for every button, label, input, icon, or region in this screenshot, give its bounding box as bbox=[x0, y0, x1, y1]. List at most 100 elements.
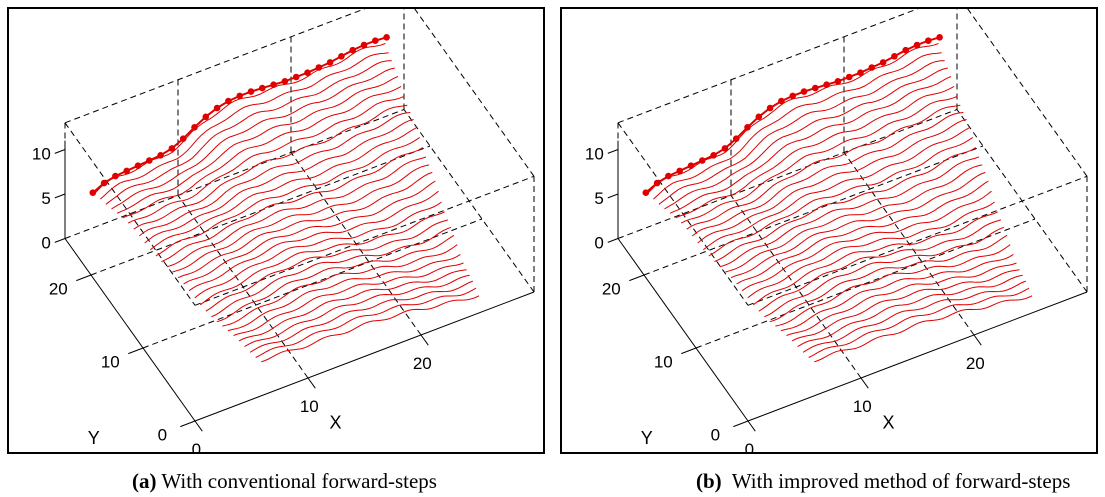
x-axis-line bbox=[194, 291, 535, 422]
box-gridline bbox=[617, 9, 919, 124]
box-gridline bbox=[695, 218, 1036, 349]
box-gridline bbox=[747, 175, 1088, 306]
caption-b: (b) With improved method of forward-step… bbox=[696, 469, 1070, 494]
ridge-point bbox=[338, 53, 345, 60]
ridge-point bbox=[823, 81, 830, 88]
ridge-point bbox=[202, 113, 210, 121]
surface-profile-line bbox=[238, 269, 467, 342]
x-tick-mark bbox=[973, 334, 982, 346]
surface-profile-line bbox=[188, 190, 439, 292]
surface-profile-line bbox=[675, 85, 955, 219]
ridge-point bbox=[744, 124, 751, 131]
z-tick-label: 0 bbox=[594, 233, 603, 252]
surface-profile-line bbox=[791, 269, 1020, 342]
caption-b-tag: (b) bbox=[696, 469, 722, 493]
surface-profile-line bbox=[227, 253, 461, 332]
y-tick-mark bbox=[76, 274, 92, 282]
surface-profile-line bbox=[786, 262, 1017, 336]
surface-profile-line bbox=[233, 262, 464, 336]
highlighted-profile bbox=[89, 34, 390, 196]
ridge-point bbox=[710, 152, 717, 159]
surface-profile-line bbox=[105, 60, 392, 205]
surface-profile-line bbox=[752, 211, 999, 306]
surface-profile-line bbox=[769, 234, 1008, 323]
surface-profile-line bbox=[808, 287, 1030, 358]
ridge-point bbox=[732, 135, 740, 142]
box-gridline bbox=[64, 122, 196, 306]
surface-profile-line bbox=[211, 226, 452, 318]
surface-profile-line bbox=[144, 119, 414, 244]
surface-profile-line bbox=[719, 156, 980, 268]
surface-profile-line bbox=[730, 171, 986, 279]
surface-profile-line bbox=[697, 119, 967, 244]
x-tick-mark bbox=[860, 377, 869, 389]
ridge-point bbox=[891, 53, 898, 60]
y-tick-label: 0 bbox=[158, 426, 167, 445]
surface-profile-line bbox=[177, 171, 433, 279]
ridge-point bbox=[925, 37, 932, 44]
z-tick-label: 5 bbox=[594, 189, 603, 208]
surface-profile-line bbox=[261, 295, 480, 363]
ridge-point bbox=[304, 69, 311, 76]
x-axis-line bbox=[747, 291, 1088, 422]
x-tick-label: 10 bbox=[300, 397, 319, 416]
surface-profile-line bbox=[127, 95, 405, 224]
surface-profile-line bbox=[686, 104, 961, 230]
ridge-point bbox=[665, 172, 672, 180]
caption-a-tag: (a) bbox=[132, 469, 157, 493]
surface-profile-line bbox=[702, 127, 970, 251]
x-tick-mark bbox=[747, 420, 756, 432]
ridge-point bbox=[902, 46, 909, 54]
ridge-point bbox=[360, 41, 368, 49]
box-gridline bbox=[967, 9, 1088, 177]
ridge-point bbox=[168, 145, 176, 152]
ridge-point bbox=[766, 104, 774, 112]
surface-profile-line bbox=[691, 112, 964, 237]
x-tick-label: 0 bbox=[745, 440, 754, 452]
surface-profile-line bbox=[205, 219, 449, 312]
surface-profile-line bbox=[814, 295, 1033, 363]
surface-profile-line bbox=[764, 226, 1005, 318]
ridge-point bbox=[349, 46, 357, 54]
surface-profile-line bbox=[741, 190, 992, 292]
ridge-point bbox=[236, 92, 243, 100]
highlighted-profile bbox=[642, 34, 943, 196]
ridge-point bbox=[315, 64, 323, 71]
ridge-point bbox=[179, 135, 187, 142]
ridge-point bbox=[653, 179, 661, 187]
y-axis-label: Y bbox=[88, 428, 100, 448]
ridge-point bbox=[642, 189, 650, 196]
z-tick-label: 10 bbox=[32, 144, 51, 163]
ridge-point bbox=[372, 37, 379, 44]
ridge-point bbox=[936, 34, 943, 41]
z-tick-mark bbox=[54, 149, 66, 154]
ridge-point bbox=[812, 84, 819, 92]
ridge-point bbox=[834, 78, 842, 85]
caption-a: (a) With conventional forward-steps bbox=[132, 469, 437, 494]
ridge-point bbox=[687, 162, 695, 169]
ridge-point bbox=[326, 59, 334, 66]
surface-profile-line bbox=[155, 136, 421, 257]
surface-profile-line bbox=[736, 180, 989, 285]
box-gridline bbox=[414, 9, 535, 177]
box-gridline bbox=[64, 109, 405, 239]
y-tick-label: 20 bbox=[49, 280, 68, 299]
surface-profile-line bbox=[647, 43, 939, 194]
x-axis-label: X bbox=[329, 413, 341, 433]
ridge-point bbox=[868, 64, 876, 71]
surface-profile-line bbox=[183, 180, 436, 285]
ridge-point bbox=[281, 78, 289, 85]
z-tick-mark bbox=[607, 193, 619, 199]
caption-a-text: With conventional forward-steps bbox=[161, 469, 437, 493]
surface-profile-line bbox=[133, 104, 408, 230]
surface-profile-line bbox=[775, 244, 1011, 327]
z-tick-label: 0 bbox=[41, 233, 50, 252]
surface-plot-a: 0 10 20 0 10 20 0 5 10 X Y bbox=[32, 9, 535, 452]
surface-profile-line bbox=[111, 67, 395, 210]
ridge-point bbox=[800, 88, 808, 95]
box-gridline bbox=[64, 9, 366, 124]
z-tick-label: 5 bbox=[41, 189, 50, 208]
ridge-point bbox=[213, 104, 221, 112]
y-tick-mark bbox=[128, 347, 144, 355]
ridge-point bbox=[146, 157, 153, 164]
